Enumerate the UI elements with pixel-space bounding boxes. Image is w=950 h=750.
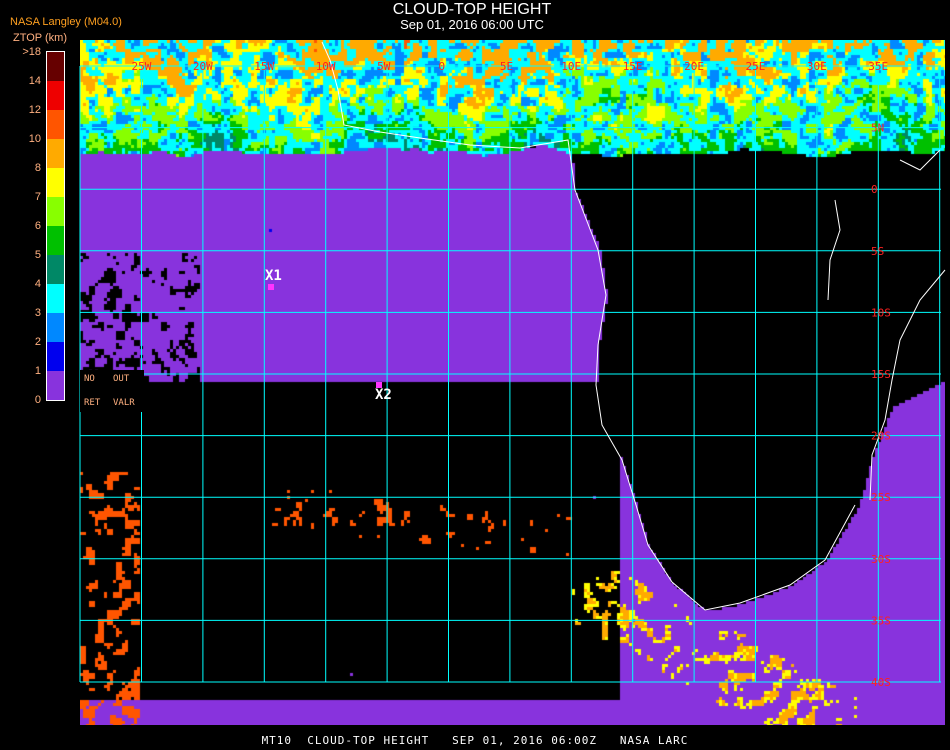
image-timestamp: Sep 01, 2016 06:00 UTC bbox=[400, 17, 544, 32]
latitude-label: 10S bbox=[871, 306, 891, 319]
longitude-label: 0 bbox=[439, 60, 446, 73]
color-scale-segment bbox=[47, 226, 64, 255]
longitude-label: 30E bbox=[807, 60, 827, 73]
color-scale-segment bbox=[47, 110, 64, 139]
color-scale-segment bbox=[47, 371, 64, 400]
longitude-label: 15W bbox=[254, 60, 274, 73]
latitude-label: 15S bbox=[871, 368, 891, 381]
latitude-label: 0 bbox=[871, 183, 878, 196]
source-label: NASA Langley (M04.0) bbox=[10, 16, 122, 28]
color-scale-segment bbox=[47, 197, 64, 226]
marker-x1-dot bbox=[268, 284, 274, 290]
longitude-label: 25E bbox=[746, 60, 766, 73]
coastline bbox=[321, 41, 946, 611]
unit-label: ZTOP (km) bbox=[13, 32, 67, 44]
image-title: CLOUD-TOP HEIGHT bbox=[392, 1, 552, 18]
color-scale-segment bbox=[47, 52, 64, 81]
color-scale-segment bbox=[47, 168, 64, 197]
latitude-label: 5S bbox=[871, 245, 884, 258]
latitude-label: 20S bbox=[871, 430, 891, 443]
color-scale-segment bbox=[47, 313, 64, 342]
marker-x2-dot bbox=[376, 382, 382, 388]
color-scale-tick-label: 0 bbox=[34, 394, 41, 406]
color-scale-bar bbox=[46, 51, 65, 401]
no-retrieval-key: NO OUT RET VALR bbox=[80, 370, 144, 412]
longitude-label: 5E bbox=[500, 60, 513, 73]
longitude-label: 35E bbox=[868, 60, 888, 73]
longitude-label: 25W bbox=[132, 60, 152, 73]
out-label: OUT bbox=[113, 374, 130, 384]
latitude-label: 40S bbox=[871, 676, 891, 689]
color-scale-tick-label: 7 bbox=[34, 191, 41, 203]
longitude-label: 15E bbox=[623, 60, 643, 73]
color-scale-tick-label: 12 bbox=[28, 104, 41, 116]
color-scale-tick-label: 2 bbox=[34, 336, 41, 348]
latitude-label: 5N bbox=[871, 122, 884, 135]
color-scale-segment bbox=[47, 284, 64, 313]
color-scale-tick-label: 4 bbox=[34, 278, 41, 290]
marker-x1-label: X1 bbox=[265, 268, 282, 284]
color-scale-tick-label: 10 bbox=[28, 133, 41, 145]
color-scale-tick-label: >18 bbox=[22, 46, 41, 58]
longitude-label: 20W bbox=[193, 60, 213, 73]
no-label: NO bbox=[84, 374, 95, 384]
latitude-label: 30S bbox=[871, 553, 891, 566]
color-scale-tick-label: 3 bbox=[34, 307, 41, 319]
color-scale-tick-label: 5 bbox=[34, 249, 41, 261]
cloud-top-height-imagery bbox=[80, 40, 945, 725]
color-scale-tick-label: 6 bbox=[34, 220, 41, 232]
longitude-label: 10W bbox=[316, 60, 336, 73]
color-scale-segment bbox=[47, 342, 64, 371]
color-scale-tick-label: 1 bbox=[34, 365, 41, 377]
color-scale-tick-label: 14 bbox=[28, 75, 41, 87]
longitude-label: 10E bbox=[561, 60, 581, 73]
color-scale-segment bbox=[47, 81, 64, 110]
color-scale-tick-label: 8 bbox=[34, 162, 41, 174]
latitude-label: 35S bbox=[871, 614, 891, 627]
marker-x2-label: X2 bbox=[375, 387, 392, 403]
footer-caption: MT10 CLOUD-TOP HEIGHT SEP 01, 2016 06:00… bbox=[261, 734, 689, 747]
longitude-label: 20E bbox=[684, 60, 704, 73]
ret-label: RET bbox=[84, 398, 101, 408]
color-scale-segment bbox=[47, 139, 64, 168]
color-scale-segment bbox=[47, 255, 64, 284]
longitude-label: 5W bbox=[377, 60, 391, 73]
valr-label: VALR bbox=[113, 398, 135, 408]
latitude-label: 25S bbox=[871, 491, 891, 504]
